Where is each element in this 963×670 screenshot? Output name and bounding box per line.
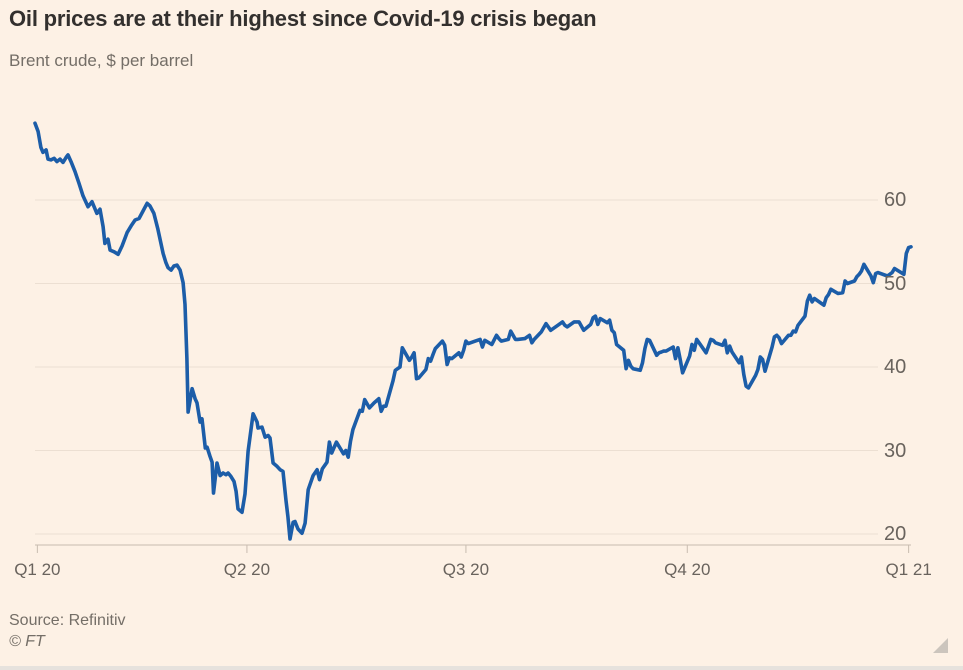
y-tick-label: 20 <box>884 523 907 545</box>
x-tick-label: Q2 20 <box>223 560 271 579</box>
x-tick-label: Q3 20 <box>442 560 490 579</box>
ft-copyright: © FT <box>9 633 45 650</box>
resize-handle-icon[interactable] <box>933 638 948 653</box>
x-tick-label: Q1 21 <box>885 560 932 579</box>
bottom-strip <box>0 666 963 670</box>
chart-title: Oil prices are at their highest since Co… <box>9 6 597 31</box>
y-tick-label: 60 <box>884 189 907 211</box>
y-tick-label: 30 <box>884 439 907 462</box>
x-tick-label: Q4 20 <box>664 560 711 579</box>
chart-subtitle: Brent crude, $ per barrel <box>9 51 194 70</box>
y-tick-label: 50 <box>884 272 907 295</box>
source-note: Source: Refinitiv <box>9 612 126 629</box>
x-tick-label: Q1 20 <box>14 560 61 579</box>
y-tick-label: 40 <box>884 356 907 378</box>
price-line <box>33 121 913 541</box>
